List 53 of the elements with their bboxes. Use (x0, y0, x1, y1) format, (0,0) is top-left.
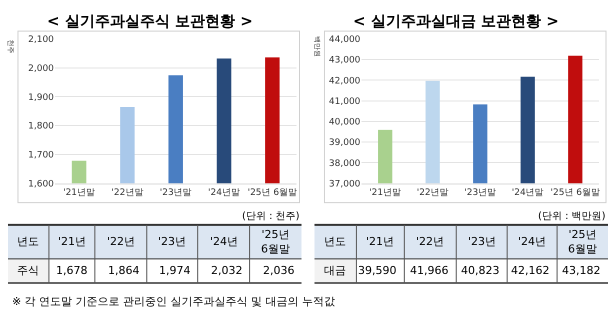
text: '23년 (468, 235, 496, 248)
x-tick-label: '25년 6월말 (550, 188, 600, 198)
x-tick-label: '25년 6월말 (248, 188, 298, 198)
text: ※ 각 연도말 기준으로 관리중인 실기주과실주식 및 대금의 누적값 (12, 295, 336, 308)
data-label: 1,678 (56, 264, 88, 277)
y-tick-label: 39,000 (328, 138, 361, 148)
chart-title: < 실기주과실대금 보관현황 > (353, 12, 559, 30)
data-label: 39,590 (358, 264, 396, 277)
y-tick-label: 1,800 (28, 122, 54, 132)
text: '21년 (366, 235, 394, 248)
y-tick-label: 37,000 (328, 179, 361, 190)
y-tick-label: 2,000 (28, 64, 54, 74)
text: '23년 (158, 235, 186, 248)
x-tick-label: '24년말 (208, 188, 240, 198)
data-label: 40,823 (461, 264, 500, 277)
text: 대금 (324, 264, 346, 277)
y-tick-label: 2,100 (28, 35, 54, 46)
chart-title: < 실기주과실주식 보관현황 > (47, 12, 253, 30)
y-tick-label: 44,000 (328, 35, 361, 46)
data-label: 1,864 (108, 264, 140, 277)
x-tick-label: '22년말 (111, 188, 144, 198)
text: '21년 (58, 235, 86, 248)
y-tick-label: 1,900 (28, 92, 54, 103)
text: '24년 (518, 235, 546, 248)
text: '25년 6월말 (568, 228, 597, 256)
text: 년도 (17, 235, 39, 248)
data-label: 43,182 (562, 264, 600, 277)
data-label: 42,162 (511, 264, 550, 277)
x-tick-label: '24년말 (512, 188, 544, 198)
y-tick-label: 40,000 (328, 118, 361, 128)
data-label: 1,974 (159, 264, 190, 277)
text: '22년 (107, 235, 136, 248)
x-tick-label: '21년말 (63, 188, 96, 198)
text: '25년 6월말 (261, 228, 290, 256)
data-label: 2,036 (263, 264, 294, 277)
text: 년도 (324, 235, 346, 248)
text: '24년 (210, 235, 238, 248)
y-tick-label: 43,000 (328, 56, 361, 66)
text: '22년 (416, 235, 444, 248)
x-tick-label: '21년말 (369, 188, 402, 198)
x-tick-label: '22년말 (416, 188, 449, 198)
y-tick-label: 42,000 (328, 76, 361, 86)
x-tick-label: '23년말 (160, 188, 192, 198)
text: 주식 (17, 264, 39, 277)
y-tick-label: 1,700 (28, 150, 54, 161)
y-tick-label: 38,000 (328, 158, 361, 169)
y-tick-label: 1,600 (28, 179, 54, 190)
x-tick-label: '23년말 (464, 188, 496, 198)
text: (단위 : 백만원) (538, 211, 606, 222)
data-label: 2,032 (211, 264, 242, 277)
y-tick-label: 41,000 (328, 96, 361, 107)
text: (단위 : 천주) (242, 211, 300, 222)
data-label: 41,966 (410, 264, 448, 277)
